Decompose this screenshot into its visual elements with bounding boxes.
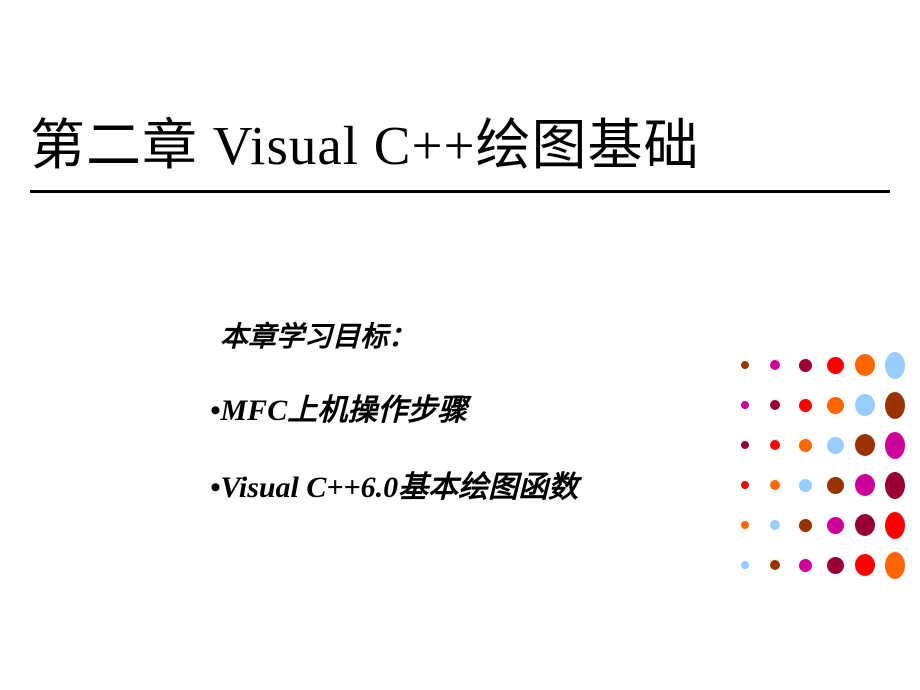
decorative-dot [855, 354, 875, 376]
decorative-dot [799, 519, 812, 532]
decorative-dot [741, 481, 749, 489]
dot-row [735, 350, 915, 380]
decorative-dot [885, 392, 905, 419]
decorative-dot [855, 554, 875, 576]
decorative-dot [855, 474, 875, 496]
title-underline [30, 190, 890, 193]
dot-row [735, 510, 915, 540]
decorative-dot [885, 472, 905, 499]
decorative-dot [885, 552, 905, 579]
decorative-dot [770, 560, 780, 570]
dot-row [735, 470, 915, 500]
dot-row [735, 390, 915, 420]
dot-row [735, 550, 915, 580]
decorative-dot [827, 397, 844, 414]
decorative-dot [799, 559, 812, 572]
decorative-dot [855, 514, 875, 536]
decorative-dot [741, 401, 749, 409]
decorative-dot [827, 477, 844, 494]
decorative-dot [885, 512, 905, 539]
decorative-dot [770, 400, 780, 410]
bullet-item-1: •MFC上机操作步骤 [210, 385, 467, 429]
decorative-dot [827, 437, 844, 454]
decorative-dot [799, 479, 812, 492]
dot-row [735, 430, 915, 460]
decorative-dot [827, 357, 844, 374]
decorative-dot [770, 440, 780, 450]
decorative-dot [885, 432, 905, 459]
decorative-dot [799, 399, 812, 412]
slide-title: 第二章 Visual C++绘图基础 [30, 100, 700, 180]
decorative-dot [885, 352, 905, 379]
decorative-dot [827, 557, 844, 574]
decorative-dot [741, 361, 749, 369]
decorative-dot [741, 441, 749, 449]
decorative-dot [855, 434, 875, 456]
decorative-dot [799, 439, 812, 452]
decorative-dot [741, 521, 749, 529]
decorative-dot [799, 359, 812, 372]
decorative-dot [770, 360, 780, 370]
decorative-dot [770, 520, 780, 530]
bullet-item-2: •Visual C++6.0基本绘图函数 [210, 462, 578, 506]
decorative-dot [770, 480, 780, 490]
decorative-dot [827, 517, 844, 534]
decorative-dot [855, 394, 875, 416]
decorative-dots-grid [735, 350, 915, 590]
decorative-dot [741, 561, 749, 569]
slide-subtitle: 本章学习目标： [220, 315, 416, 355]
